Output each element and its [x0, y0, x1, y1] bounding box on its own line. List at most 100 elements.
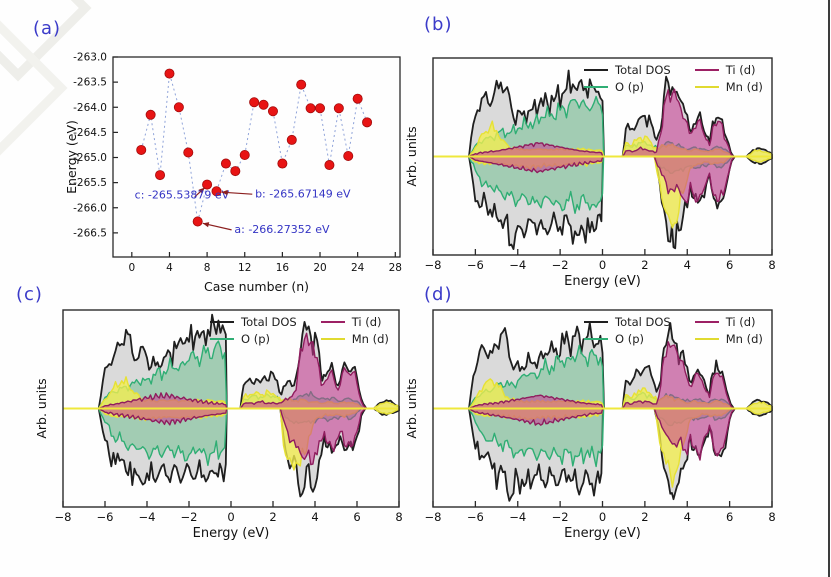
x-tick-label: −4 — [509, 258, 526, 272]
legend-label: Ti (d) — [351, 315, 382, 329]
x-axis-label: Energy (eV) — [564, 526, 641, 541]
axes-box — [432, 309, 773, 508]
legend-label: O (p) — [615, 80, 644, 94]
data-point — [324, 160, 335, 171]
data-point — [202, 179, 213, 190]
legend-item-mn-d-: Mn (d) — [694, 80, 763, 94]
legend-swatch — [210, 320, 234, 324]
scatter-chart-energy-vs-case: c: -265.53879 eV b: -265.67149 eV a: -266.… — [64, 52, 402, 295]
x-axis-label: Case number (n) — [204, 279, 309, 294]
legend-item-o-p-: O (p) — [210, 332, 297, 346]
data-point — [267, 106, 278, 117]
x-tick-label: 0 — [227, 510, 234, 524]
x-tick-label: −4 — [509, 510, 526, 524]
x-tick-label: 28 — [389, 262, 402, 274]
x-tick-label: 4 — [311, 510, 318, 524]
legend-swatch — [584, 337, 608, 341]
data-point — [192, 216, 203, 227]
annotation-text: a: -266.27352 eV — [234, 223, 330, 236]
data-point — [258, 99, 269, 110]
legend-item-ti-d-: Ti (d) — [320, 315, 389, 329]
x-tick-label: −6 — [467, 510, 484, 524]
data-point — [155, 170, 166, 181]
legend-item-mn-d-: Mn (d) — [320, 332, 389, 346]
legend-label: Mn (d) — [725, 80, 763, 94]
y-tick-label: -264.5 — [73, 127, 107, 139]
y-axis-label: Arb. units — [404, 126, 419, 186]
x-tick-label: 8 — [204, 262, 211, 274]
x-tick-label: 6 — [726, 510, 733, 524]
data-point — [286, 134, 297, 145]
x-tick-label: −2 — [552, 510, 569, 524]
x-tick-label: −8 — [425, 510, 442, 524]
data-point — [315, 103, 326, 114]
x-tick-label: 0 — [599, 510, 606, 524]
legend-swatch — [694, 320, 719, 324]
annotation-text: b: -265.67149 eV — [255, 188, 351, 201]
axes-box — [112, 56, 401, 258]
panel-b-label: (b) — [424, 14, 453, 35]
data-point — [183, 147, 194, 158]
panel-c-label: (c) — [16, 284, 43, 305]
data-point — [333, 103, 344, 114]
annotation-text: c: -265.53879 eV — [135, 189, 230, 202]
x-tick-label: 6 — [726, 258, 733, 272]
legend-swatch — [584, 68, 608, 72]
x-tick-label: 4 — [684, 258, 691, 272]
dos-chart-d: −8 −6 −4 −2 0 2 4 6 8 Energy (eV) Arb. units — [404, 309, 776, 541]
legend-swatch — [694, 68, 719, 72]
legend-swatch — [694, 337, 719, 341]
x-axis-label: Energy (eV) — [193, 526, 270, 541]
data-point — [305, 103, 316, 114]
y-tick-label: -266.5 — [73, 227, 107, 239]
legend-item-total-dos: Total DOS — [584, 63, 671, 77]
y-tick-label: -264.0 — [73, 102, 107, 114]
x-tick-label: 0 — [128, 262, 135, 274]
x-tick-label: 8 — [768, 258, 775, 272]
y-tick-label: -265.0 — [73, 152, 107, 164]
axes-box — [432, 57, 773, 256]
legend-label: O (p) — [615, 332, 644, 346]
data-point — [296, 79, 307, 90]
x-tick-label: −2 — [552, 258, 569, 272]
data-point — [164, 68, 175, 79]
legend-swatch — [694, 85, 719, 89]
x-tick-label: 8 — [768, 510, 775, 524]
x-axis-label: Energy (eV) — [564, 274, 641, 289]
data-point — [352, 93, 363, 104]
data-point — [136, 144, 147, 155]
legend-label: Mn (d) — [351, 332, 389, 346]
x-tick-label: 0 — [599, 258, 606, 272]
legend-item-ti-d-: Ti (d) — [694, 63, 763, 77]
x-tick-label: 6 — [353, 510, 360, 524]
legend-swatch — [210, 337, 234, 341]
legend-swatch — [320, 320, 345, 324]
x-tick-label: 2 — [641, 510, 648, 524]
data-point — [343, 150, 354, 161]
panel-a-label: (a) — [33, 18, 62, 39]
legend-item-ti-d-: Ti (d) — [694, 315, 763, 329]
dos-chart-b: −8 −6 −4 −2 0 2 4 6 8 Energy (eV) Arb. units — [404, 57, 776, 289]
x-tick-label: −6 — [467, 258, 484, 272]
x-tick-label: −4 — [139, 510, 156, 524]
legend-item-mn-d-: Mn (d) — [694, 332, 763, 346]
data-point — [249, 97, 260, 108]
data-point — [362, 117, 373, 128]
data-point — [173, 102, 184, 113]
legend-swatch — [584, 320, 608, 324]
legend-label: Total DOS — [615, 315, 671, 329]
legend-label: Total DOS — [615, 63, 671, 77]
legend-panel-b: Total DOS Ti (d) O (p) Mn (d) — [584, 63, 763, 94]
legend-item-o-p-: O (p) — [584, 332, 671, 346]
annotation-arrowhead — [198, 187, 205, 194]
data-point — [220, 158, 231, 169]
x-tick-label: 4 — [166, 262, 173, 274]
x-tick-label: 16 — [276, 262, 290, 274]
annotation-arrowhead — [202, 222, 210, 228]
legend-panel-d: Total DOS Ti (d) O (p) Mn (d) — [584, 315, 763, 346]
legend-panel-c: Total DOS Ti (d) O (p) Mn (d) — [210, 315, 389, 346]
y-axis-label: Energy (eV) — [64, 120, 79, 194]
legend-label: Total DOS — [241, 315, 297, 329]
y-axis-label: Arb. units — [34, 378, 49, 438]
